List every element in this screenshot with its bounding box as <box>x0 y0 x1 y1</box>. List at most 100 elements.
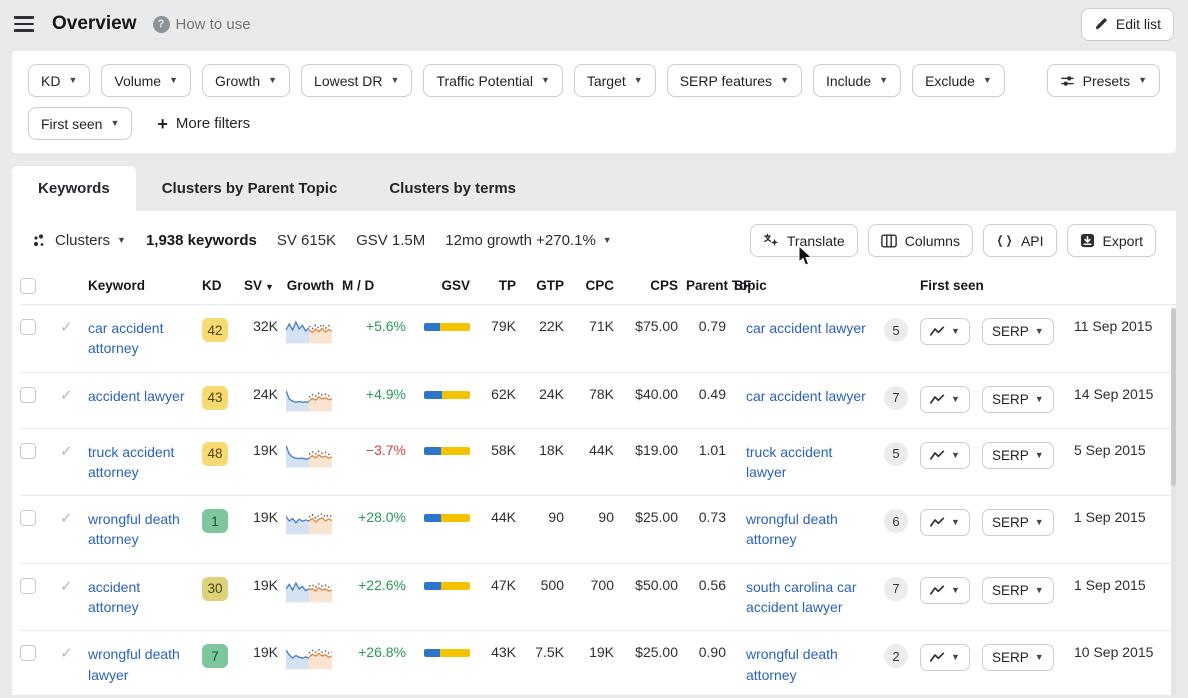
check-icon: ✓ <box>60 510 73 528</box>
serp-button[interactable]: SERP ▼ <box>982 509 1054 537</box>
column-header: GSV <box>441 278 470 293</box>
serp-button[interactable]: SERP ▼ <box>982 576 1054 604</box>
table-body: ✓ car accident attorney 42 32K +5.6% 79K… <box>20 304 1178 698</box>
md-bar-desktop <box>440 581 470 590</box>
kd-badge: 43 <box>202 385 228 410</box>
serp-button[interactable]: SERP ▼ <box>982 385 1054 413</box>
filter-button[interactable]: Traffic Potential ▼ <box>423 64 563 97</box>
filter-button[interactable]: KD ▼ <box>28 64 91 97</box>
select-all-checkbox[interactable] <box>20 278 36 294</box>
table-row: ✓ accident lawyer 43 24K +4.9% 62K 24K 7… <box>20 372 1178 428</box>
pencil-icon <box>1095 18 1107 30</box>
row-checkbox[interactable] <box>20 386 36 403</box>
row-checkbox[interactable] <box>20 319 36 335</box>
gsv-value: 43K <box>491 644 516 661</box>
toolbar-action-button[interactable]: Columns <box>867 224 973 257</box>
filter-button[interactable]: First seen ▼ <box>28 107 133 140</box>
position-history-button[interactable]: ▼ <box>920 576 970 604</box>
tab[interactable]: Keywords <box>12 166 136 211</box>
toolbar-action-button[interactable]: API <box>982 224 1057 257</box>
presets-label: Presets <box>1082 72 1131 89</box>
filters-panel: KD ▼ Volume ▼ Growth ▼ Lowest DR ▼ Traffic P… <box>12 51 1176 153</box>
md-bar-mobile <box>424 514 441 523</box>
column-header: KD <box>202 278 222 293</box>
toolbar-action-button[interactable]: Export <box>1066 224 1156 257</box>
filter-button[interactable]: Exclude ▼ <box>912 64 1005 97</box>
plus-icon: + <box>157 113 168 134</box>
filter-button[interactable]: Growth ▼ <box>202 64 291 97</box>
toolbar-actions: Translate Columns API Export <box>749 224 1156 257</box>
chevron-down-icon: ▼ <box>951 326 960 336</box>
serp-button[interactable]: SERP ▼ <box>982 644 1054 672</box>
position-history-button[interactable]: ▼ <box>920 441 970 469</box>
row-checkbox[interactable] <box>20 442 36 459</box>
filter-button[interactable]: Lowest DR ▼ <box>301 64 413 97</box>
filter-button[interactable]: SERP features ▼ <box>666 64 802 97</box>
tab[interactable]: Clusters by Parent Topic <box>161 180 338 197</box>
growth-value: −3.7% <box>365 441 406 458</box>
keyword-link[interactable]: wrongful death lawyer <box>88 646 180 683</box>
position-history-button[interactable]: ▼ <box>920 509 970 537</box>
keyword-link[interactable]: wrongful death attorney <box>88 511 180 548</box>
row-checkbox[interactable] <box>20 510 36 527</box>
sv-trend-sparkline <box>285 389 333 411</box>
check-icon: ✓ <box>60 442 73 460</box>
chevron-down-icon: ▼ <box>1034 393 1044 404</box>
growth-value: +28.0% <box>358 509 406 526</box>
keyword-link[interactable]: truck accident attorney <box>88 443 175 480</box>
row-checkbox[interactable] <box>20 577 36 594</box>
filter-button[interactable]: Target ▼ <box>573 64 656 97</box>
how-to-use-link[interactable]: ? How to use <box>152 15 251 33</box>
filter-button[interactable]: Include ▼ <box>812 64 902 97</box>
chevron-down-icon: ▼ <box>1034 584 1044 595</box>
more-filters-button[interactable]: + More filters <box>157 115 250 133</box>
serp-button[interactable]: SERP ▼ <box>982 441 1054 469</box>
column-header[interactable]: SV ▼ <box>244 278 274 293</box>
md-bar <box>424 390 470 399</box>
clusters-dropdown[interactable]: Clusters ▼ <box>32 232 126 249</box>
gtp-value: 19K <box>589 644 614 661</box>
row-checkbox[interactable] <box>20 645 36 662</box>
md-bar <box>424 446 470 455</box>
line-chart-icon <box>930 326 945 336</box>
sf-badge: 7 <box>884 576 908 601</box>
md-bar-mobile <box>424 446 441 455</box>
toolbar-action-button[interactable]: Translate <box>749 224 858 257</box>
keyword-link[interactable]: accident attorney <box>88 578 141 616</box>
position-history-button[interactable]: ▼ <box>920 644 970 672</box>
keyword-link[interactable]: car accident attorney <box>88 320 164 357</box>
tab-bar: Keywords Clusters by Parent Topic Clusters… <box>12 163 1176 211</box>
md-bar-desktop <box>442 390 470 399</box>
presets-button[interactable]: Presets ▼ <box>1046 64 1160 97</box>
cps-value: 1.01 <box>698 441 726 458</box>
line-chart-icon <box>930 652 945 663</box>
growth-value: +22.6% <box>358 576 406 593</box>
position-history-button[interactable]: ▼ <box>920 385 970 413</box>
tab[interactable]: Clusters by terms <box>389 180 517 197</box>
tp-value: 24K <box>539 385 564 402</box>
md-bar <box>424 514 470 523</box>
serp-button[interactable]: SERP ▼ <box>982 318 1054 345</box>
edit-list-button[interactable]: Edit list <box>1080 7 1174 41</box>
sv-trend-sparkline <box>285 649 333 670</box>
parent-topic-link[interactable]: wrongful death attorney <box>746 511 838 548</box>
keyword-link[interactable]: accident lawyer <box>88 387 185 404</box>
md-bar-mobile <box>424 390 443 399</box>
gtp-value: 90 <box>598 509 614 526</box>
parent-topic-link[interactable]: car accident lawyer <box>746 320 866 336</box>
menu-icon[interactable] <box>14 16 34 32</box>
content-panel: Clusters ▼ 1,938 keywords SV 615K GSV 1.… <box>12 211 1178 698</box>
chevron-down-icon: ▼ <box>110 118 120 128</box>
vertical-scrollbar[interactable] <box>1171 308 1176 695</box>
filter-button[interactable]: Volume ▼ <box>101 64 191 97</box>
md-bar-desktop <box>439 649 470 658</box>
parent-topic-link[interactable]: car accident lawyer <box>746 387 866 404</box>
parent-topic-link[interactable]: wrongful death attorney <box>746 646 838 683</box>
growth-12mo-dropdown[interactable]: 12mo growth +270.1% ▼ <box>445 232 611 249</box>
scrollbar-thumb[interactable] <box>1171 308 1176 487</box>
sv-total: SV 615K <box>276 232 337 249</box>
cps-value: 0.49 <box>698 385 726 402</box>
position-history-button[interactable]: ▼ <box>920 318 970 345</box>
parent-topic-link[interactable]: south carolina car accident lawyer <box>746 578 857 616</box>
parent-topic-link[interactable]: truck accident lawyer <box>746 443 833 480</box>
